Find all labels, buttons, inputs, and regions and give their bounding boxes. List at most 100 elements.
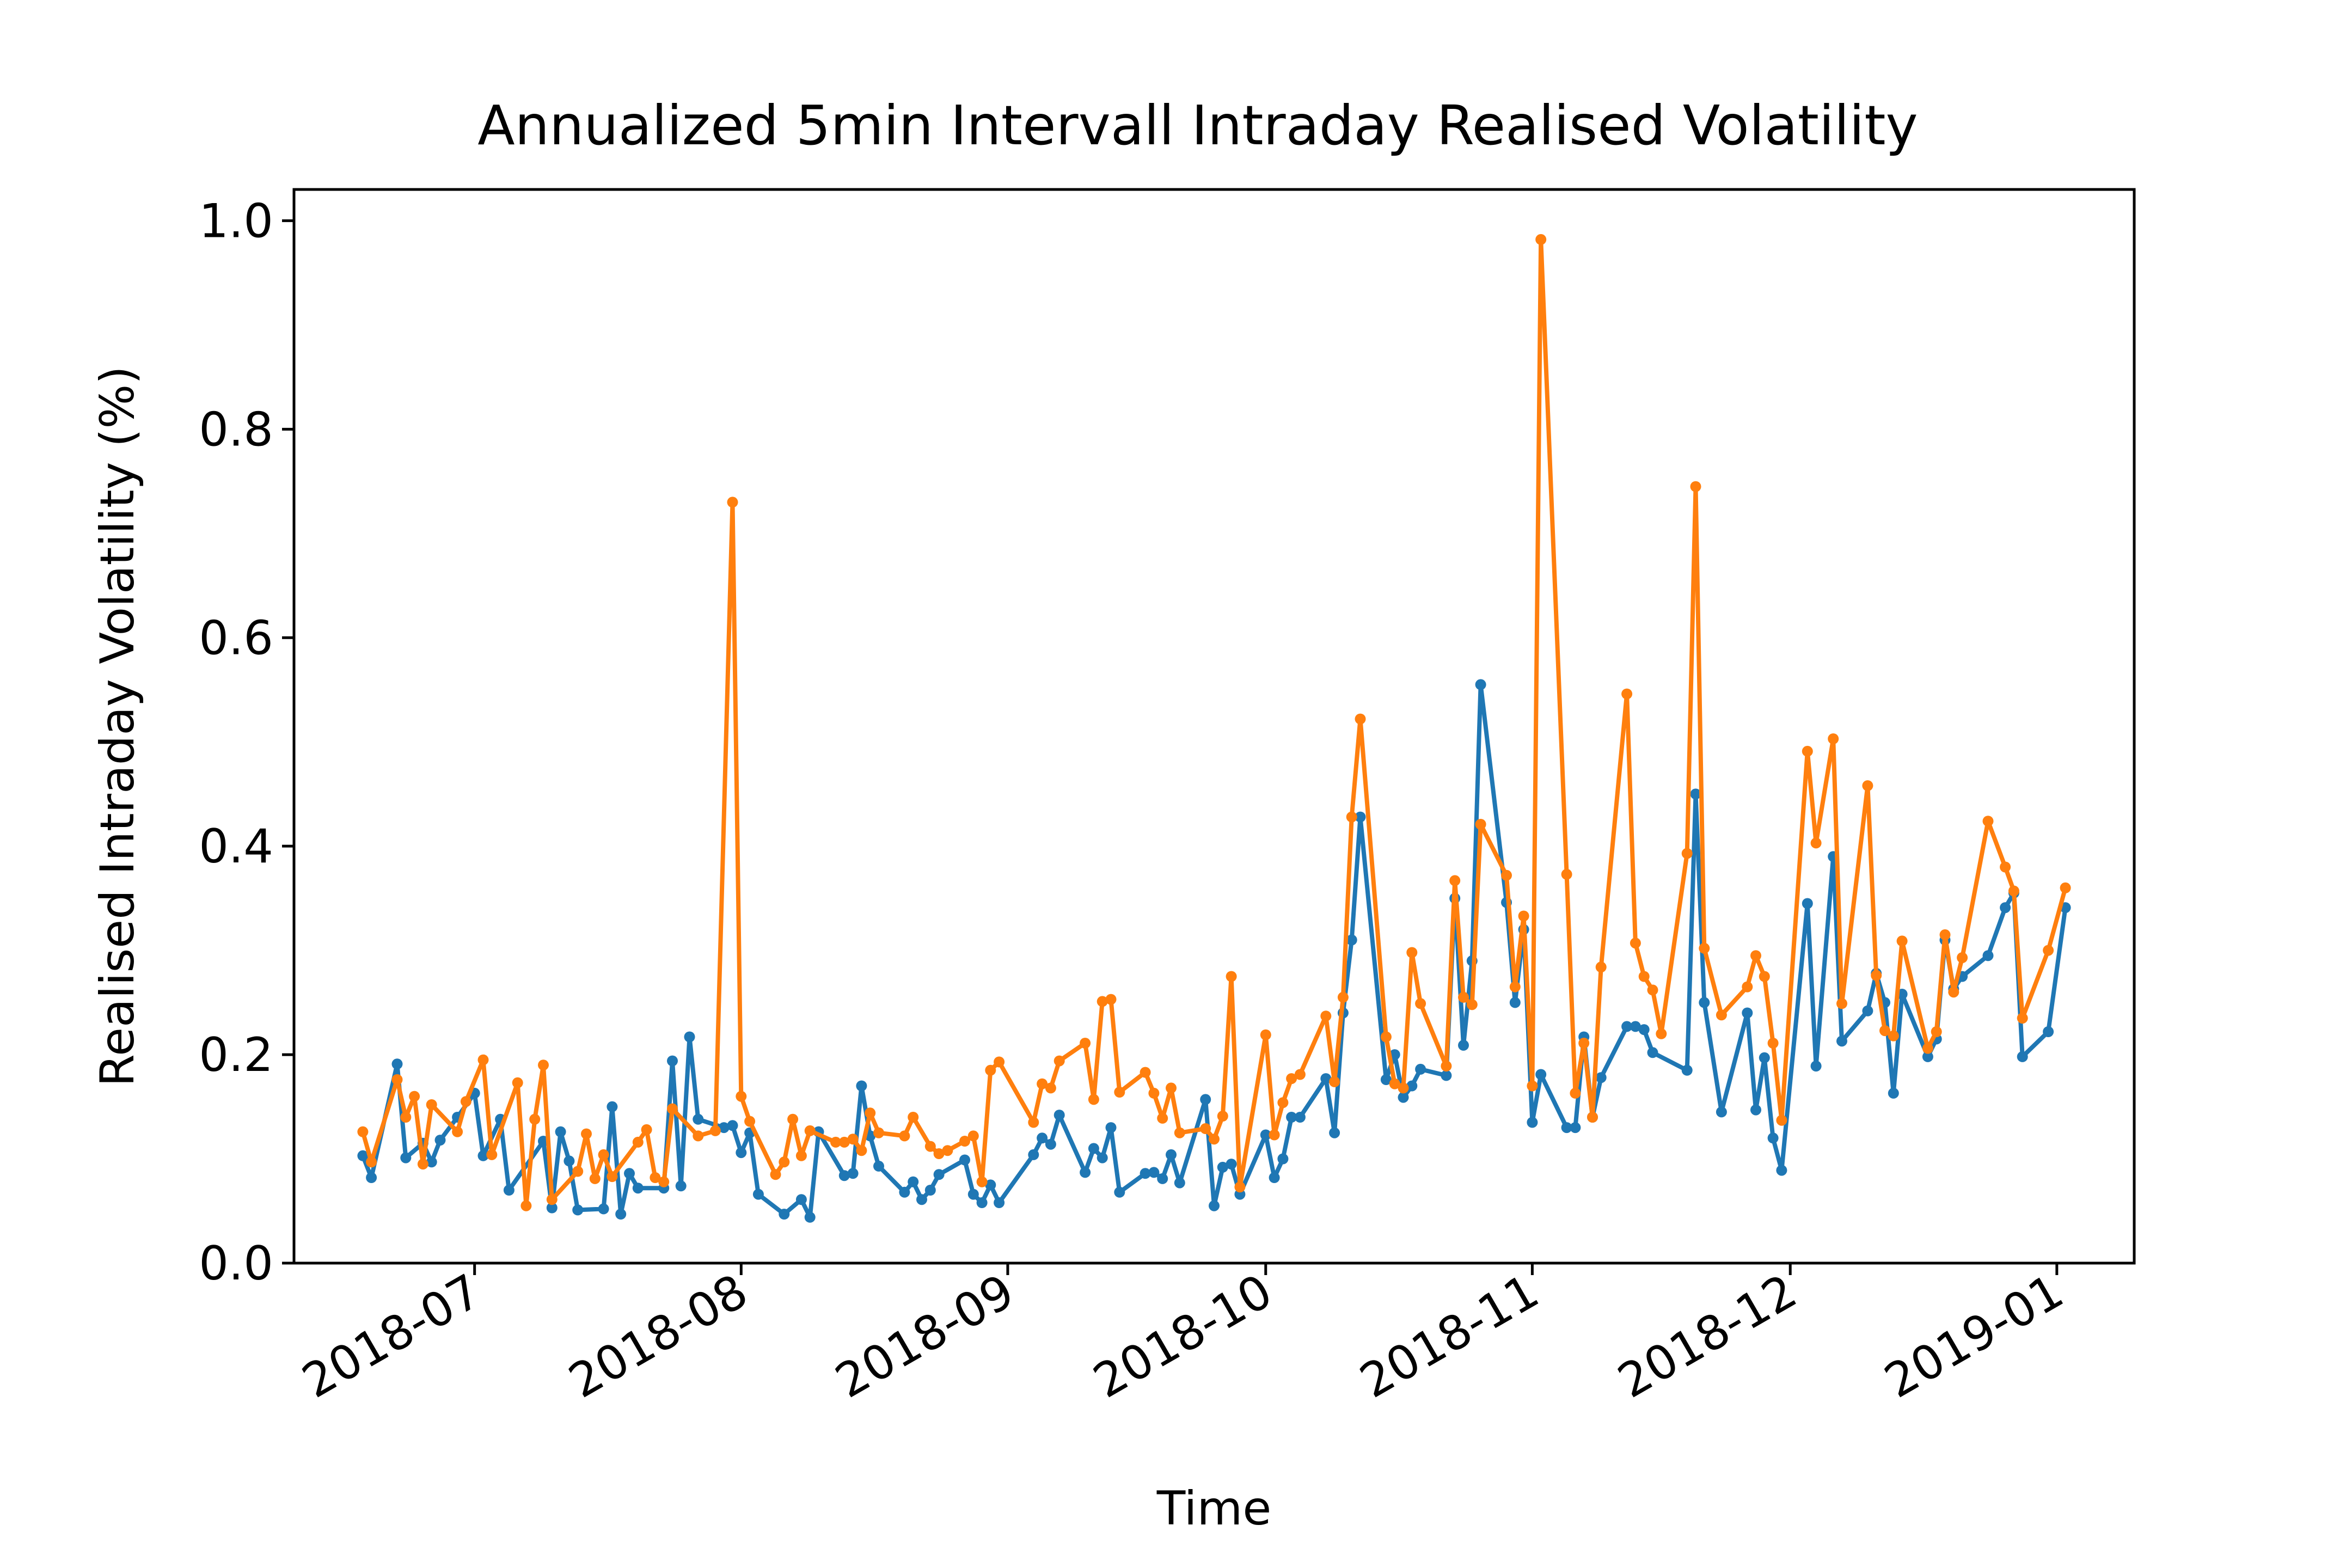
series-1-point: [1380, 1074, 1392, 1085]
series-1-point: [477, 1150, 489, 1161]
series-2-point: [658, 1176, 670, 1187]
series-1-point: [391, 1058, 403, 1070]
series-2-point: [1939, 929, 1951, 940]
series-2-point: [865, 1107, 876, 1119]
series-1-point: [1080, 1167, 1091, 1178]
series-1-point: [1888, 1087, 1899, 1099]
series-1-point: [434, 1135, 446, 1146]
series-2-point: [1776, 1114, 1787, 1126]
series-2-point: [1982, 816, 1994, 827]
series-1-point: [572, 1204, 584, 1216]
series-2-point: [1638, 971, 1650, 982]
series-2-point: [1862, 780, 1873, 792]
series-2-point: [693, 1130, 704, 1142]
series-2-point: [581, 1128, 592, 1140]
series-2-point: [1355, 713, 1366, 725]
series-2-point: [572, 1166, 584, 1177]
series-2-point: [727, 497, 738, 508]
series-2-point: [417, 1159, 428, 1170]
series-2-point: [924, 1141, 936, 1152]
series-2-point: [908, 1112, 919, 1123]
series-1-point: [752, 1189, 764, 1200]
series-2: [357, 234, 2071, 1211]
series-1-point: [856, 1080, 867, 1092]
series-2-point: [1346, 811, 1357, 823]
series-2-point: [736, 1091, 747, 1102]
series-2-point: [1209, 1134, 1220, 1145]
series-1-point: [667, 1055, 678, 1067]
series-2-point: [1320, 1010, 1332, 1022]
series-2-point: [1750, 950, 1761, 961]
series-2-point: [1200, 1123, 1211, 1134]
series-2-point: [804, 1125, 816, 1136]
series-2-point: [452, 1126, 463, 1137]
series-1-point: [1269, 1172, 1280, 1183]
series-1-point: [1209, 1200, 1220, 1211]
series-1-point: [1105, 1122, 1117, 1134]
series-2-point: [1226, 971, 1237, 982]
series-2-point: [520, 1200, 532, 1211]
series-2-point: [1140, 1067, 1151, 1078]
series-2-point: [546, 1194, 558, 1205]
y-tick-label: 0.4: [199, 819, 273, 874]
series-2-point: [1294, 1069, 1306, 1080]
series-2-point: [976, 1176, 988, 1187]
series-2-point: [1166, 1082, 1177, 1094]
series-2-point: [1449, 875, 1461, 886]
series-1-point: [1810, 1061, 1822, 1072]
series-1-point: [1630, 1021, 1641, 1032]
series-1-point: [1441, 1070, 1452, 1081]
y-tick-label: 0.6: [199, 611, 273, 665]
series-1-point: [1621, 1021, 1633, 1032]
series-2-point: [1475, 819, 1486, 830]
series-1-point: [1157, 1173, 1168, 1184]
series-2-point: [1957, 952, 1968, 963]
series-2-point: [1518, 910, 1529, 922]
series-2-point: [1716, 1009, 1727, 1021]
series-1-point: [1690, 788, 1701, 800]
series-2-point: [1398, 1082, 1409, 1094]
series-1-point: [366, 1172, 377, 1183]
series-2-point: [770, 1169, 781, 1180]
series-2-point: [1630, 938, 1641, 949]
series-2-point: [795, 1150, 807, 1161]
series-2-point: [779, 1156, 790, 1168]
series-1-point: [1174, 1177, 1185, 1189]
series-1-point: [1088, 1143, 1099, 1154]
series-1-point: [1286, 1112, 1297, 1123]
series-1-point: [1260, 1129, 1271, 1141]
series-2-point: [1570, 1087, 1581, 1099]
series-1-point: [1836, 1036, 1847, 1047]
series-2-point: [1337, 991, 1349, 1003]
series-1-point: [924, 1185, 936, 1196]
series-2-point: [744, 1116, 756, 1127]
series-2-point: [1269, 1129, 1280, 1141]
series-2-point: [1509, 981, 1521, 993]
series-2-point: [409, 1091, 420, 1102]
series-1-point: [2043, 1026, 2054, 1037]
series-1-point: [1226, 1159, 1237, 1170]
series-1-point: [1037, 1132, 1048, 1144]
series-2-point: [538, 1059, 549, 1071]
series-2-point: [1441, 1061, 1452, 1072]
series-2-point: [1836, 998, 1847, 1009]
series-2-point: [1466, 999, 1478, 1010]
series-2-point: [994, 1056, 1005, 1068]
series-1-point: [1458, 1039, 1469, 1051]
series-2-point: [486, 1149, 498, 1160]
plot-area: [357, 234, 2071, 1223]
series-2-point: [1277, 1097, 1289, 1108]
series-1-point: [727, 1120, 738, 1131]
series-2-point: [2060, 882, 2071, 893]
series-2-point: [1595, 961, 1607, 973]
series-1-point: [1561, 1122, 1572, 1134]
series-1-point: [736, 1147, 747, 1159]
series-2-point: [2000, 861, 2011, 873]
series-2-point: [959, 1136, 970, 1147]
series-1-point: [779, 1209, 790, 1220]
series-1-point: [1140, 1168, 1151, 1179]
series-1-point: [546, 1202, 558, 1214]
series-1-point: [1028, 1149, 1039, 1160]
series-1-point: [1922, 1051, 1933, 1062]
series-2-point: [1948, 987, 1959, 998]
